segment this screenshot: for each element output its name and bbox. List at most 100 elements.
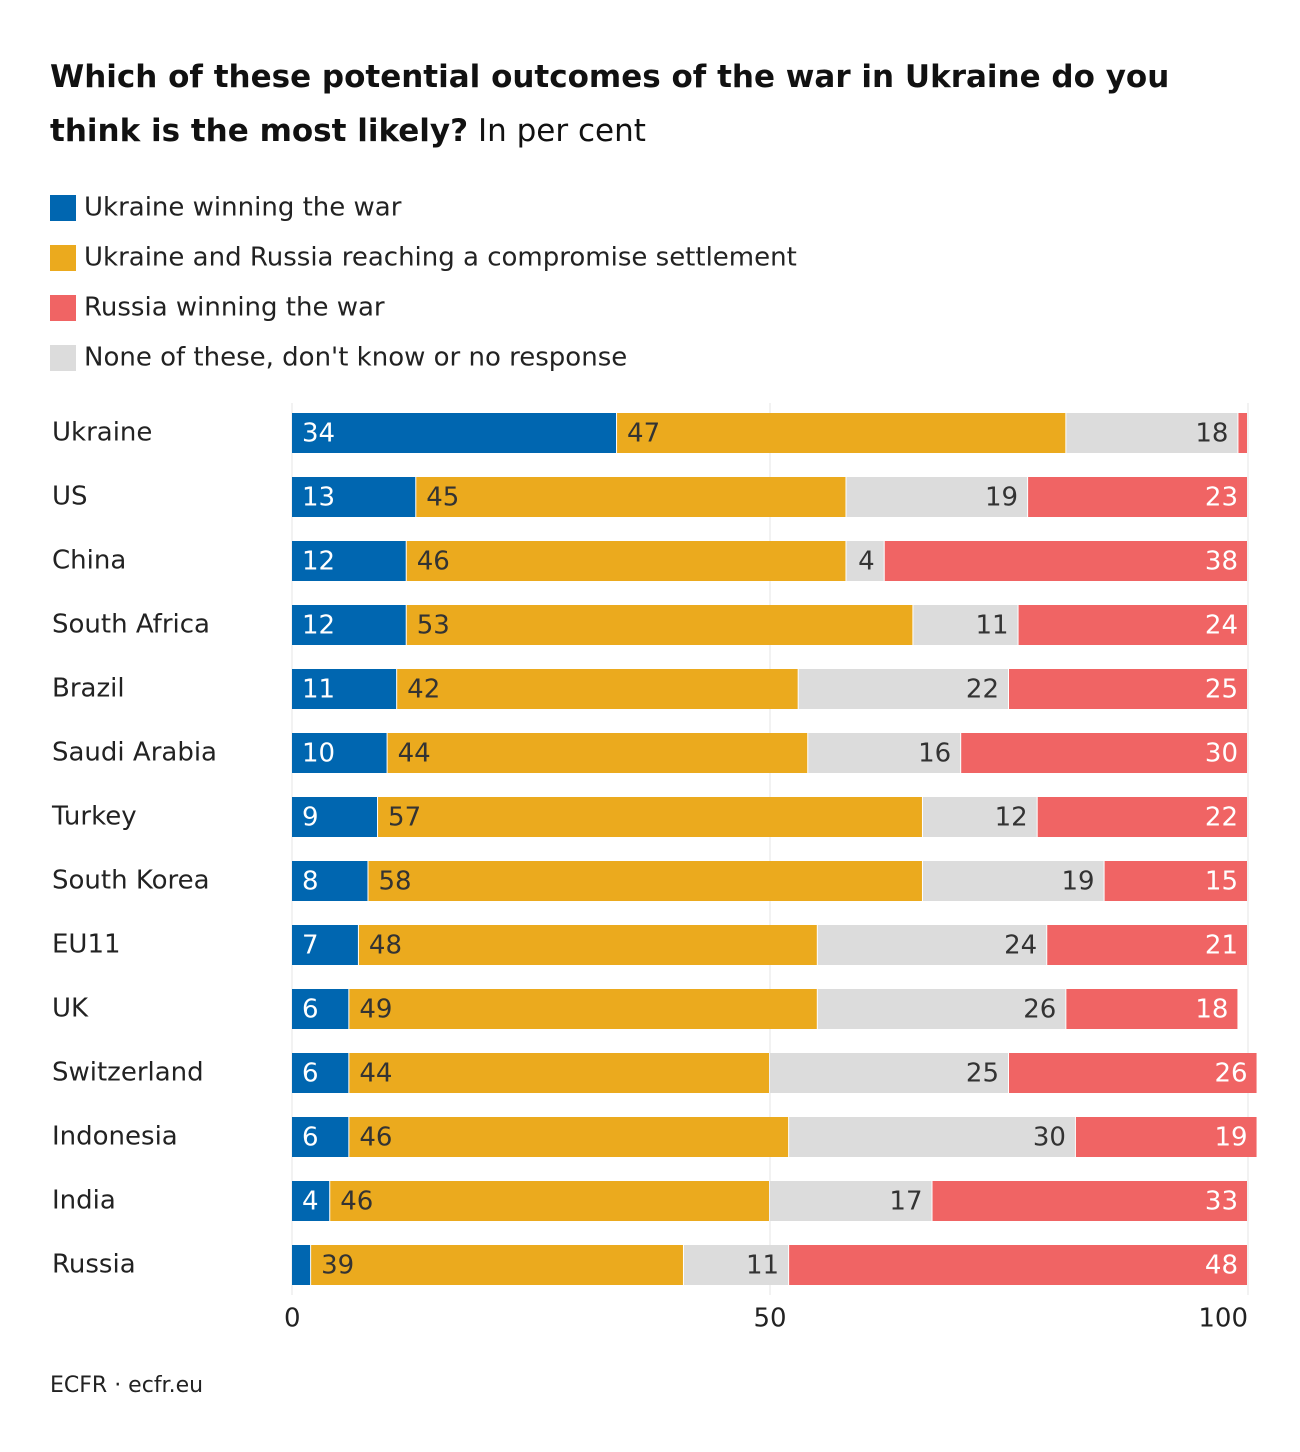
data-label: 25 xyxy=(1205,675,1238,705)
data-label: 46 xyxy=(340,1187,373,1217)
bar-segment xyxy=(292,797,378,837)
data-label: 44 xyxy=(359,1059,392,1089)
data-label: 13 xyxy=(302,483,335,513)
legend-swatch xyxy=(50,195,76,221)
bar-segment xyxy=(961,733,1247,773)
data-label: 18 xyxy=(1195,995,1228,1025)
data-label: 22 xyxy=(1205,803,1238,833)
bar-segment xyxy=(349,1117,789,1157)
data-label: 7 xyxy=(302,931,319,961)
bar-segment xyxy=(292,1245,311,1285)
bar-segment xyxy=(378,797,922,837)
bar-segment xyxy=(1018,605,1247,645)
y-tick-label: China xyxy=(52,546,126,576)
data-label: 38 xyxy=(1205,547,1238,577)
data-label: 48 xyxy=(1205,1251,1238,1281)
y-tick-label: India xyxy=(52,1186,116,1216)
bar-segment xyxy=(1066,413,1238,453)
bar-segment xyxy=(292,989,349,1029)
data-label: 34 xyxy=(302,419,335,449)
y-tick-label: Saudi Arabia xyxy=(52,738,217,768)
data-label: 12 xyxy=(302,547,335,577)
bar-segment xyxy=(349,1053,769,1093)
legend-swatch xyxy=(50,245,76,271)
bar-segment xyxy=(683,1245,789,1285)
data-label: 26 xyxy=(1023,995,1056,1025)
data-label: 46 xyxy=(359,1123,392,1153)
bar-segment xyxy=(846,477,1028,517)
data-label: 19 xyxy=(1062,867,1095,897)
bar-segment xyxy=(617,413,1066,453)
data-label: 4 xyxy=(858,547,875,577)
data-label: 12 xyxy=(995,803,1028,833)
data-label: 30 xyxy=(1205,739,1238,769)
data-label: 4 xyxy=(302,1187,319,1217)
bar-segment xyxy=(770,1181,932,1221)
bar-segment xyxy=(416,477,846,517)
bar-segment xyxy=(789,1245,1247,1285)
data-label: 8 xyxy=(302,867,319,897)
bar-segment xyxy=(1104,861,1247,901)
bar-segment xyxy=(1009,669,1247,709)
subtitle: In per cent xyxy=(477,113,646,149)
bar-segment xyxy=(789,1117,1075,1157)
bar-segment xyxy=(1238,413,1247,453)
bar-segment xyxy=(406,541,846,581)
bar-segment xyxy=(1066,989,1238,1029)
data-label: 22 xyxy=(966,675,999,705)
bar-segment xyxy=(884,541,1247,581)
data-label: 57 xyxy=(388,803,421,833)
y-tick-label: Brazil xyxy=(52,674,125,704)
bar-segment xyxy=(817,989,1066,1029)
y-tick-label: Russia xyxy=(52,1250,136,1280)
data-label: 17 xyxy=(889,1187,922,1217)
x-tick-label: 50 xyxy=(753,1304,786,1334)
bar-segment xyxy=(817,925,1047,965)
data-label: 15 xyxy=(1205,867,1238,897)
data-label: 9 xyxy=(302,803,319,833)
legend-swatch xyxy=(50,295,76,321)
y-tick-label: Turkey xyxy=(51,802,137,832)
data-label: 26 xyxy=(1214,1059,1247,1089)
bar-segment xyxy=(387,733,808,773)
legend-label: Ukraine winning the war xyxy=(84,193,402,223)
chart-title: Which of these potential outcomes of the… xyxy=(50,50,1260,158)
bar-segment xyxy=(846,541,884,581)
bar-segment xyxy=(292,733,387,773)
data-label: 24 xyxy=(1205,611,1238,641)
data-label: 11 xyxy=(746,1251,779,1281)
bar-segment xyxy=(397,669,798,709)
data-label: 44 xyxy=(398,739,431,769)
bar-segment xyxy=(292,1053,349,1093)
bar-segment xyxy=(1028,477,1247,517)
bar-segment xyxy=(808,733,961,773)
data-label: 24 xyxy=(1004,931,1037,961)
data-label: 10 xyxy=(302,739,335,769)
data-label: 6 xyxy=(302,995,319,1025)
y-tick-label: Switzerland xyxy=(52,1058,204,1088)
data-label: 46 xyxy=(417,547,450,577)
y-tick-label: UK xyxy=(52,994,89,1024)
bar-segment xyxy=(913,605,1018,645)
bar-segment xyxy=(368,861,922,901)
bar-segment xyxy=(770,1053,1008,1093)
data-label: 16 xyxy=(918,739,951,769)
data-label: 53 xyxy=(417,611,450,641)
y-tick-label: Ukraine xyxy=(52,418,152,448)
bar-segment xyxy=(932,1181,1247,1221)
data-label: 33 xyxy=(1205,1187,1238,1217)
data-label: 19 xyxy=(1214,1123,1247,1153)
data-label: 30 xyxy=(1033,1123,1066,1153)
bar-segment xyxy=(1009,1053,1257,1093)
y-tick-label: South Korea xyxy=(52,866,210,896)
bar-segment xyxy=(311,1245,683,1285)
y-tick-label: US xyxy=(52,482,88,512)
bar-segment xyxy=(1075,1117,1257,1157)
title: Which of these potential outcomes of the… xyxy=(50,59,1170,149)
x-tick-label: 0 xyxy=(284,1304,301,1334)
bar-segment xyxy=(1047,925,1247,965)
y-tick-label: EU11 xyxy=(52,930,121,960)
data-label: 45 xyxy=(426,483,459,513)
